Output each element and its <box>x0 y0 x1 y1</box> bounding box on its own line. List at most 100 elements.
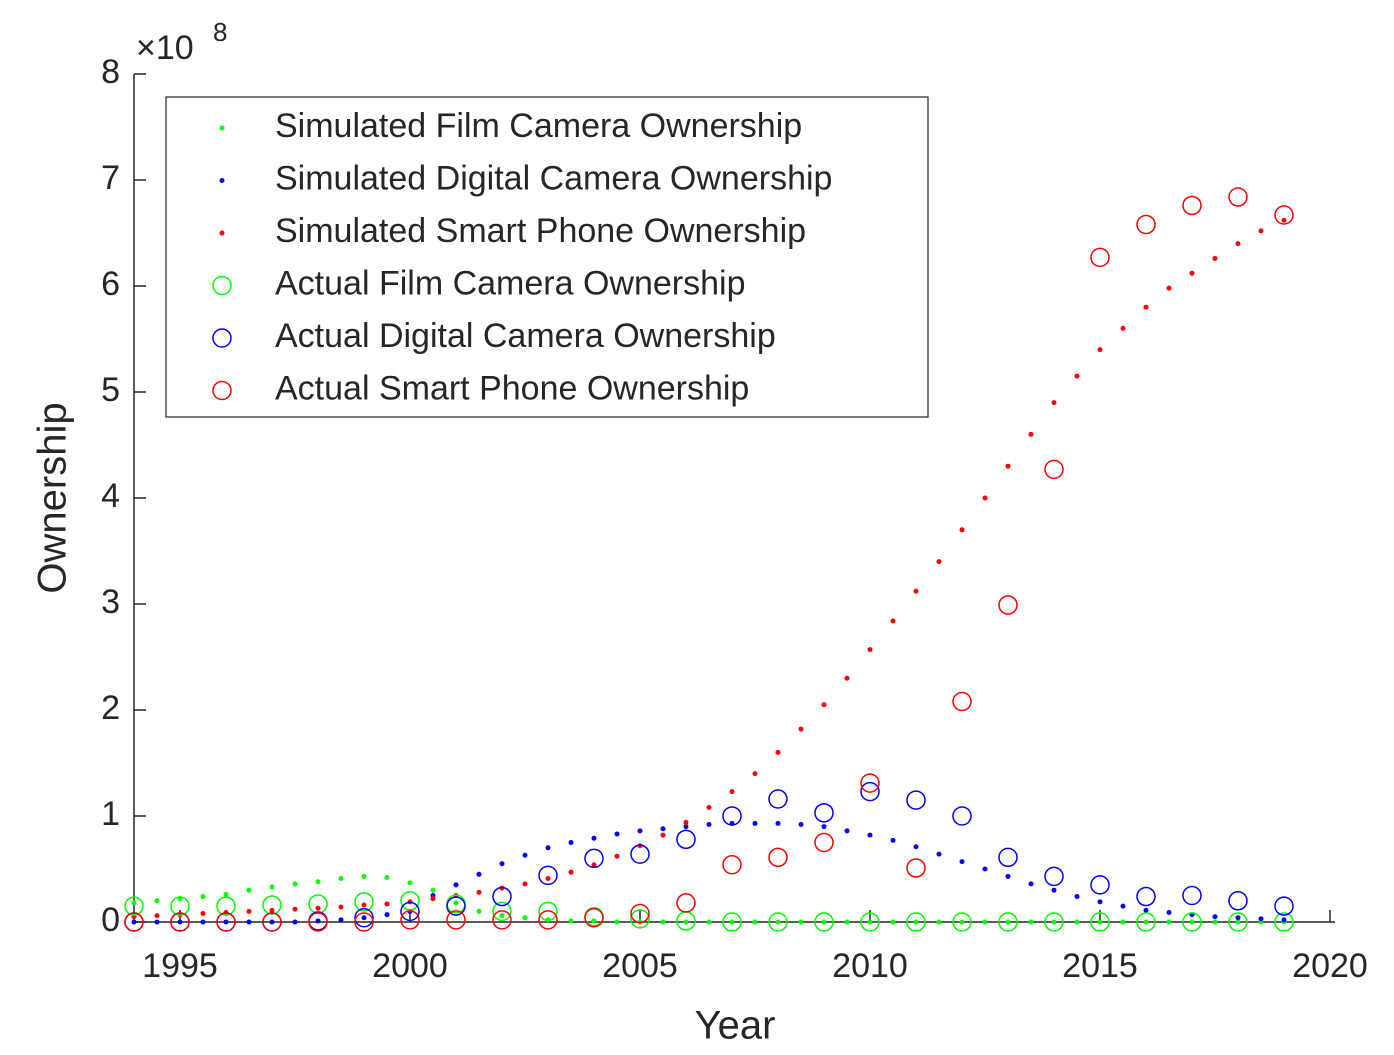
data-circle <box>354 912 374 932</box>
data-dot <box>246 908 252 914</box>
data-dot <box>729 789 735 795</box>
data-circle <box>170 912 190 932</box>
data-dot <box>729 919 735 925</box>
y-tick-label: 6 <box>101 265 120 303</box>
x-tick-label: 2015 <box>1062 947 1138 985</box>
data-dot <box>1143 304 1149 310</box>
data-dot <box>1258 228 1264 234</box>
data-circle <box>814 803 834 823</box>
data-circle <box>400 901 420 922</box>
legend-marker <box>212 380 232 401</box>
data-dot <box>890 618 896 624</box>
data-circle <box>1044 866 1064 887</box>
data-dot <box>476 908 482 914</box>
data-dot <box>936 851 942 857</box>
data-circle <box>1044 912 1064 932</box>
data-dot <box>361 915 367 921</box>
data-dot <box>844 828 850 834</box>
data-circle <box>1182 912 1202 932</box>
data-circle <box>308 912 328 932</box>
data-circle <box>1274 912 1294 932</box>
data-dot <box>591 862 597 868</box>
data-circle <box>1274 896 1294 916</box>
y-multiplier-exponent: 8 <box>213 17 227 47</box>
x-tick-label: 2005 <box>602 947 678 985</box>
x-tick-label: 2020 <box>1292 947 1368 985</box>
data-dot <box>798 919 804 925</box>
data-dot <box>1097 919 1103 925</box>
data-dot <box>821 919 827 925</box>
data-dot <box>200 919 206 925</box>
data-circle <box>354 908 374 928</box>
data-dot <box>1005 919 1011 925</box>
data-dot <box>476 889 482 895</box>
data-dot <box>660 919 666 925</box>
data-dot <box>821 824 827 830</box>
data-dot <box>936 919 942 925</box>
data-dot <box>798 726 804 732</box>
data-dot <box>1074 919 1080 925</box>
data-circle <box>768 789 788 809</box>
data-dot <box>453 900 459 906</box>
legend-marker <box>219 178 225 183</box>
data-dot <box>1212 255 1218 261</box>
data-dot <box>1143 907 1149 913</box>
data-dot <box>1051 887 1057 893</box>
legend-marker <box>219 125 225 131</box>
data-dot <box>867 647 873 653</box>
data-dot <box>292 906 298 912</box>
data-dot <box>1051 919 1057 925</box>
data-dot <box>246 887 252 893</box>
data-circle <box>584 908 604 928</box>
data-circle <box>492 910 512 930</box>
data-circle <box>216 912 236 932</box>
data-circle <box>768 847 788 868</box>
data-dot <box>476 871 482 877</box>
data-dot <box>1028 919 1034 925</box>
data-circle <box>630 909 650 929</box>
data-circle <box>124 912 144 932</box>
y-tick-label: 2 <box>101 689 120 727</box>
data-dot <box>798 821 804 827</box>
data-circle <box>676 829 696 850</box>
data-circle <box>538 901 558 922</box>
data-circle <box>998 595 1018 615</box>
data-dot <box>959 919 965 925</box>
data-dot <box>1258 916 1264 922</box>
data-dot <box>568 918 574 924</box>
data-circle <box>676 893 696 913</box>
data-dot <box>1281 917 1287 923</box>
data-dot <box>683 819 689 825</box>
data-dot <box>315 918 321 924</box>
data-dot <box>499 913 505 919</box>
data-circle <box>1044 459 1064 480</box>
data-dot <box>1074 894 1080 900</box>
data-dot <box>890 837 896 843</box>
data-dot <box>1120 903 1126 909</box>
data-circle <box>170 896 190 916</box>
data-dot <box>430 887 436 893</box>
y-axis-label: Ownership <box>31 402 75 593</box>
data-circle <box>1136 912 1156 932</box>
data-dot <box>844 675 850 681</box>
legend-marker <box>219 230 225 236</box>
data-dot <box>453 882 459 888</box>
data-dot <box>1212 919 1218 925</box>
y-multiplier: ×10 <box>136 29 194 67</box>
data-circle <box>262 895 282 915</box>
data-dot <box>660 826 666 832</box>
data-dot <box>1120 919 1126 925</box>
data-circle <box>1228 912 1248 932</box>
data-circle <box>1090 247 1110 268</box>
y-tick-label: 8 <box>101 53 120 91</box>
data-dot <box>982 495 988 501</box>
data-circle <box>998 847 1018 868</box>
data-circle <box>630 903 650 924</box>
data-circle <box>446 896 466 916</box>
data-dot <box>660 832 666 838</box>
legend-box <box>165 96 929 418</box>
data-circle <box>860 912 880 932</box>
plot-area <box>124 187 1294 932</box>
data-dot <box>706 919 712 925</box>
